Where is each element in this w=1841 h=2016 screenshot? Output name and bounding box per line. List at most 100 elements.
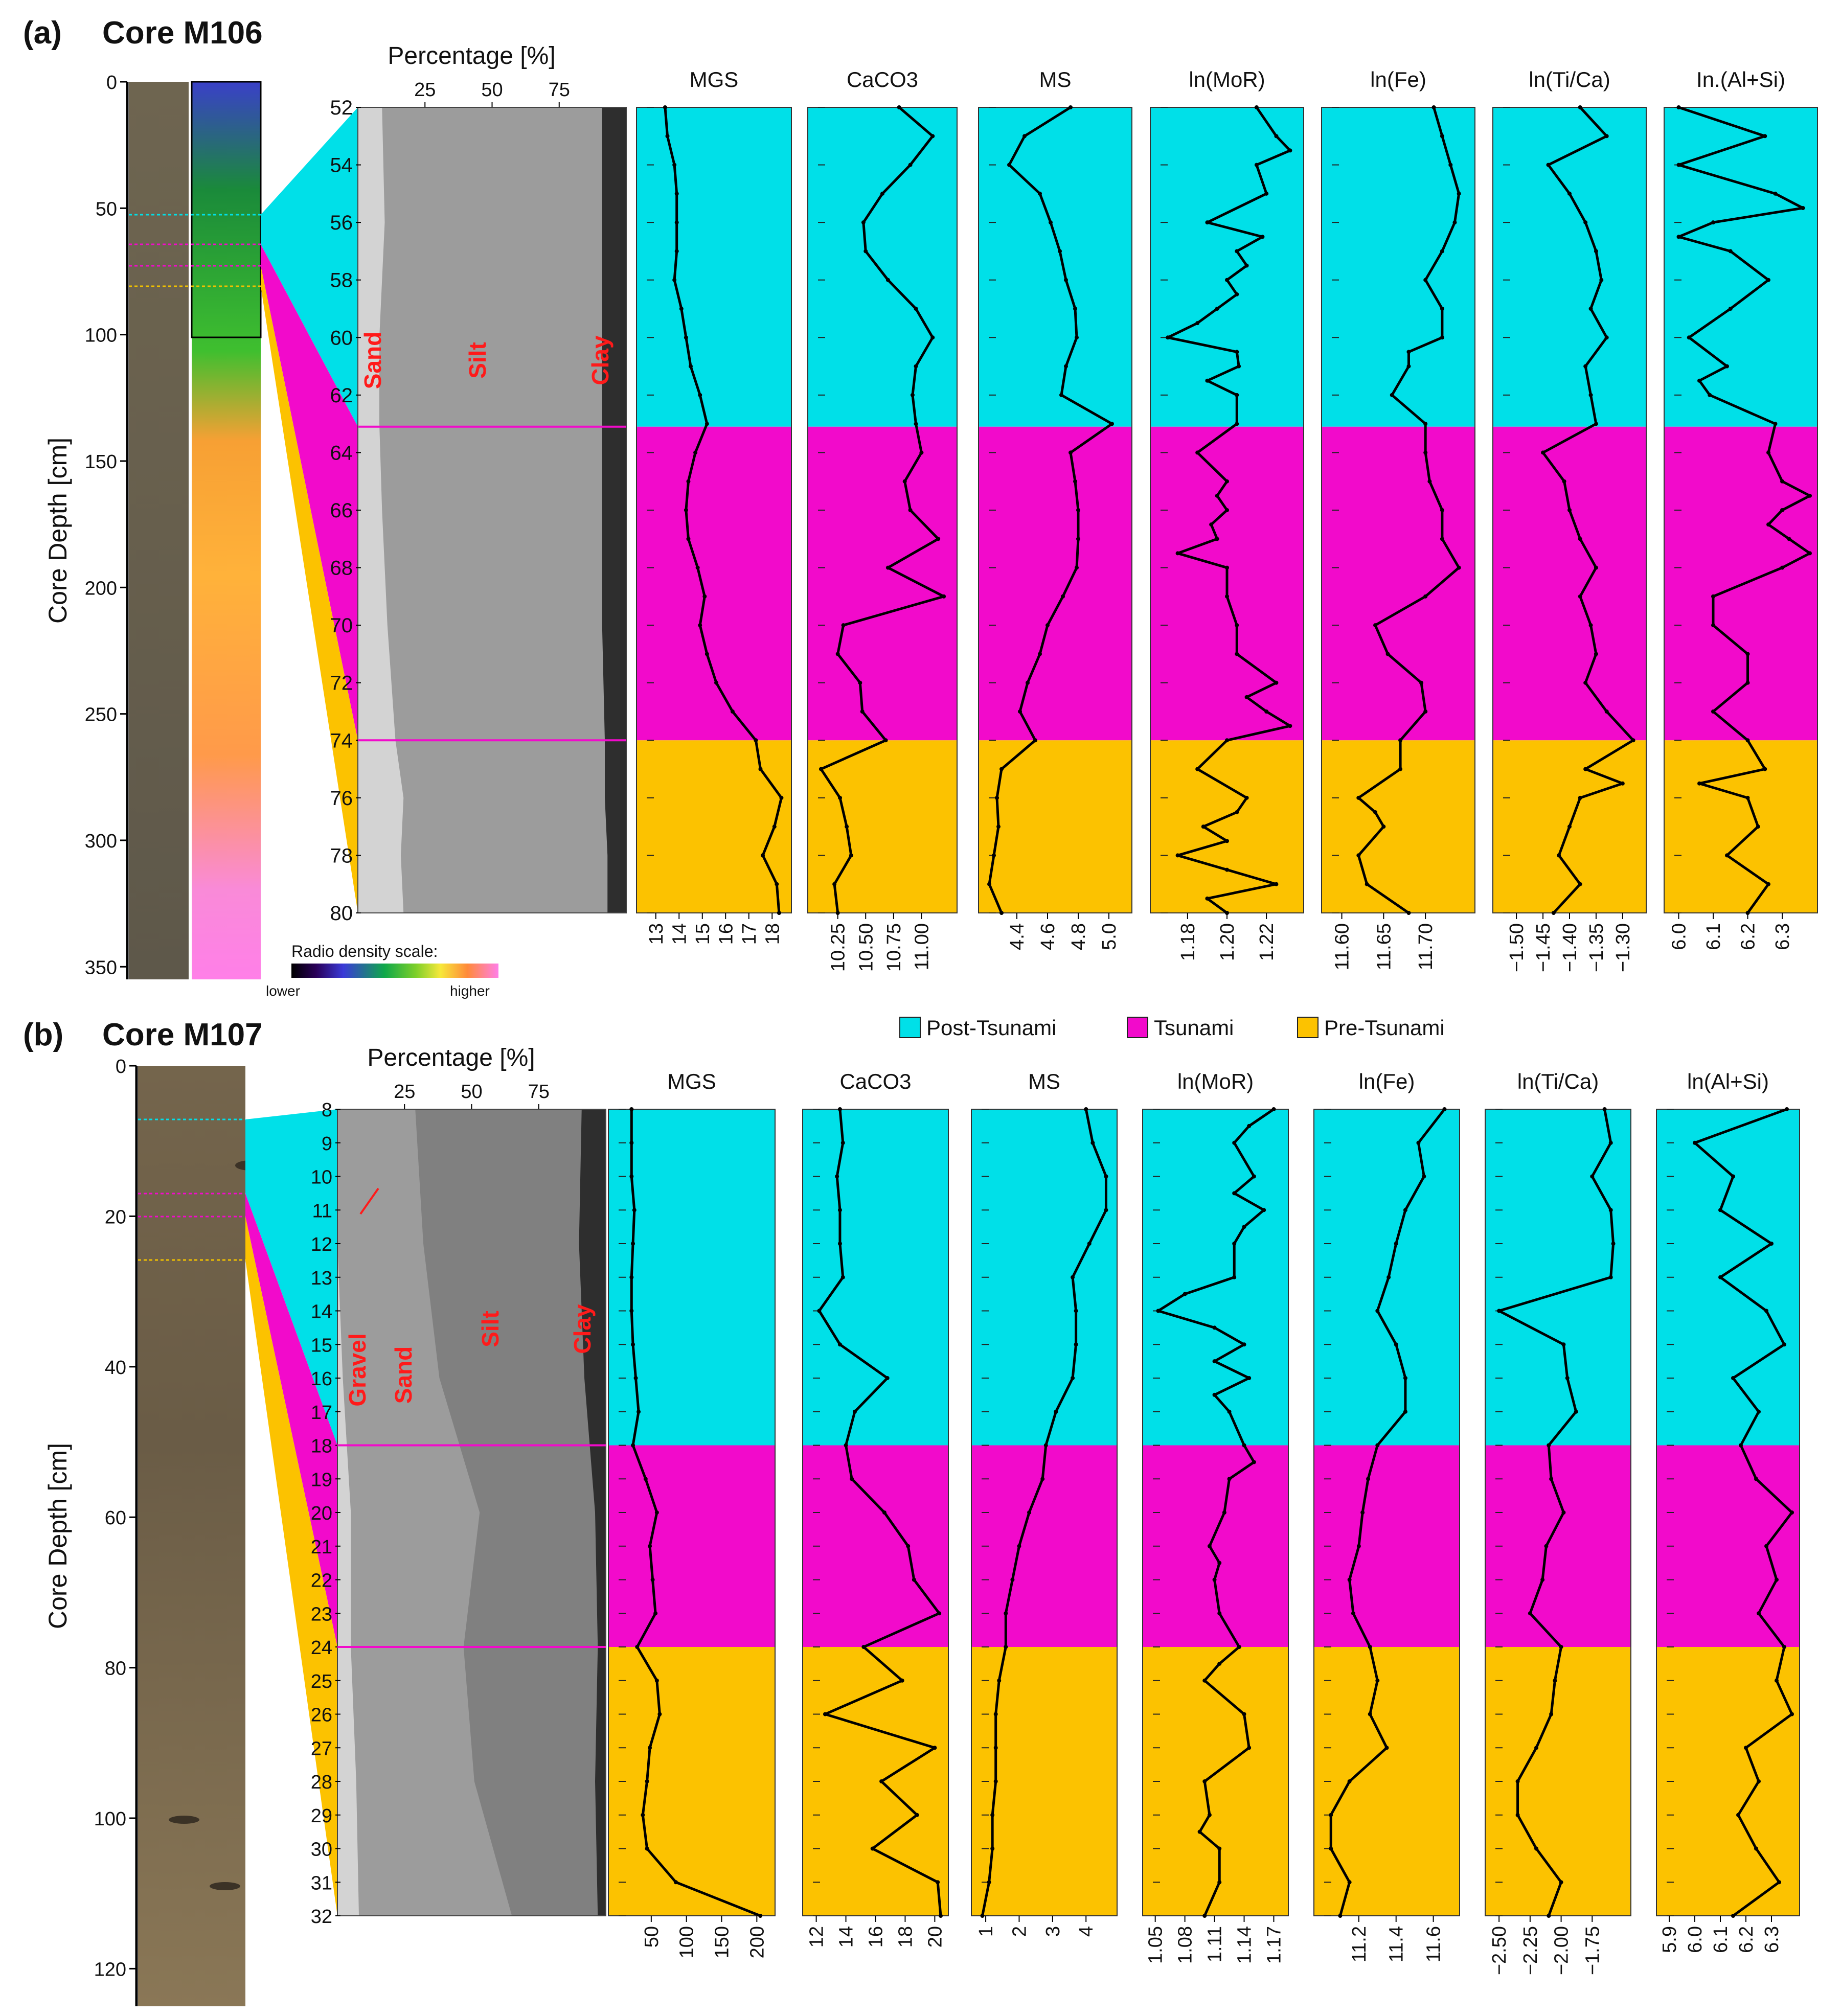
- data-point: [1676, 235, 1681, 239]
- data-point: [1225, 594, 1229, 599]
- depth-tick-label: 24: [311, 1637, 332, 1659]
- data-point: [879, 1779, 884, 1783]
- panel-label: (a): [23, 15, 62, 51]
- zone-band-tsunami: [1664, 426, 1817, 741]
- data-point: [823, 1712, 827, 1716]
- data-point: [996, 824, 1001, 829]
- data-point: [915, 1813, 919, 1817]
- panel-frame: [636, 107, 792, 913]
- zone-band-post-tsunami: [1656, 1109, 1800, 1446]
- data-point: [902, 479, 907, 484]
- data-point: [1064, 278, 1068, 282]
- data-point: [1745, 911, 1750, 915]
- data-point: [1244, 695, 1249, 699]
- series-panel-ln-fe-: ln(Fe) 11.2 11.4 11.6: [1313, 1069, 1460, 1962]
- data-point: [992, 853, 996, 858]
- percentage-label: Percentage [%]: [367, 1044, 535, 1071]
- data-point: [1588, 623, 1593, 628]
- data-point: [1026, 680, 1030, 685]
- data-point: [930, 134, 935, 139]
- x-tick-label: 6.2: [1736, 1926, 1757, 1953]
- data-point: [1515, 1813, 1520, 1817]
- data-point: [1212, 1577, 1217, 1582]
- data-point: [1599, 278, 1604, 282]
- x-tick-label: −1.40: [1559, 923, 1581, 972]
- data-point: [1232, 1275, 1237, 1279]
- data-point: [1731, 1914, 1735, 1918]
- data-point: [1708, 393, 1712, 397]
- data-point: [730, 709, 735, 714]
- data-point: [1611, 1242, 1616, 1246]
- data-point: [1697, 781, 1701, 786]
- series-line: [1541, 106, 1635, 914]
- data-point: [758, 767, 763, 771]
- series-panel-ln-fe-: ln(Fe) 11.60 11.65 11.70: [1321, 67, 1475, 970]
- data-point: [775, 882, 779, 886]
- x-tick-label: 150: [712, 1926, 733, 1958]
- series-panel-ln-ti-ca-: ln(Ti/Ca) −2.50 −2.25 −2.00 −1.75: [1485, 1069, 1631, 1975]
- data-point: [1022, 134, 1027, 139]
- data-point: [754, 738, 758, 743]
- core-photo: [129, 82, 189, 979]
- x-tick-label: 17: [739, 923, 760, 945]
- data-point: [1338, 1914, 1343, 1918]
- zone-band-pre-tsunami: [1664, 740, 1817, 913]
- data-point: [1559, 1645, 1563, 1649]
- data-point: [1744, 1746, 1748, 1750]
- depth-tick-label: 20: [311, 1503, 332, 1524]
- data-point: [1288, 724, 1292, 728]
- data-point: [1247, 1376, 1252, 1380]
- data-point: [1608, 1275, 1613, 1279]
- data-point: [1347, 1880, 1352, 1885]
- x-tick-label: 1.20: [1217, 923, 1238, 961]
- data-point: [1528, 1611, 1532, 1616]
- data-point: [1604, 134, 1609, 139]
- data-point: [714, 680, 719, 685]
- data-point: [1780, 479, 1784, 484]
- core-depth-tick-label: 100: [85, 325, 117, 347]
- zone-band-pre-tsunami: [608, 1647, 775, 1916]
- data-point: [684, 335, 688, 340]
- data-point: [1232, 1140, 1237, 1145]
- data-point: [1212, 1392, 1217, 1397]
- data-point: [1356, 795, 1361, 800]
- data-point: [1565, 1376, 1570, 1380]
- data-point: [1262, 1208, 1266, 1212]
- data-point: [1288, 148, 1292, 153]
- data-point: [1725, 364, 1729, 369]
- data-point: [987, 882, 991, 886]
- x-tick-label: 10.75: [883, 923, 905, 972]
- depth-tick-label: 62: [330, 384, 353, 407]
- series-title: ln(Al+Si): [1687, 1069, 1769, 1093]
- data-point: [1406, 364, 1411, 369]
- depth-tick-label: 32: [311, 1906, 332, 1928]
- data-point: [1104, 1208, 1108, 1212]
- data-point: [1440, 249, 1444, 254]
- x-tick-label: −2.50: [1489, 1926, 1510, 1975]
- data-point: [1197, 1829, 1202, 1834]
- data-point: [997, 1678, 1002, 1683]
- core-depth-label: Core Depth [cm]: [43, 438, 72, 624]
- zone-band-pre-tsunami: [637, 740, 791, 913]
- x-tick-label: 18: [895, 1926, 916, 1948]
- data-point: [1427, 479, 1432, 484]
- data-point: [1578, 537, 1582, 541]
- data-point: [1711, 623, 1715, 628]
- data-point: [936, 537, 941, 541]
- legend-swatch: [1127, 1017, 1148, 1038]
- series-panel-ln-ti-ca-: ln(Ti/Ca) −1.50 −1.45 −1.40 −1.35 −1.30: [1492, 67, 1647, 972]
- data-point: [1567, 508, 1572, 512]
- legend-swatch: [1297, 1017, 1319, 1038]
- data-point: [1440, 134, 1444, 139]
- data-point: [1547, 1443, 1551, 1448]
- data-point: [1676, 163, 1681, 167]
- data-point: [1534, 1746, 1538, 1750]
- depth-tick-label: 18: [311, 1436, 332, 1457]
- zoom-wedge-pre-tsunami: [245, 1217, 337, 1916]
- depth-tick-label: 11: [312, 1200, 332, 1222]
- data-point: [1375, 1309, 1380, 1313]
- data-point: [1728, 249, 1733, 254]
- data-point: [695, 565, 700, 570]
- data-point: [1252, 1460, 1256, 1464]
- data-point: [1225, 278, 1229, 282]
